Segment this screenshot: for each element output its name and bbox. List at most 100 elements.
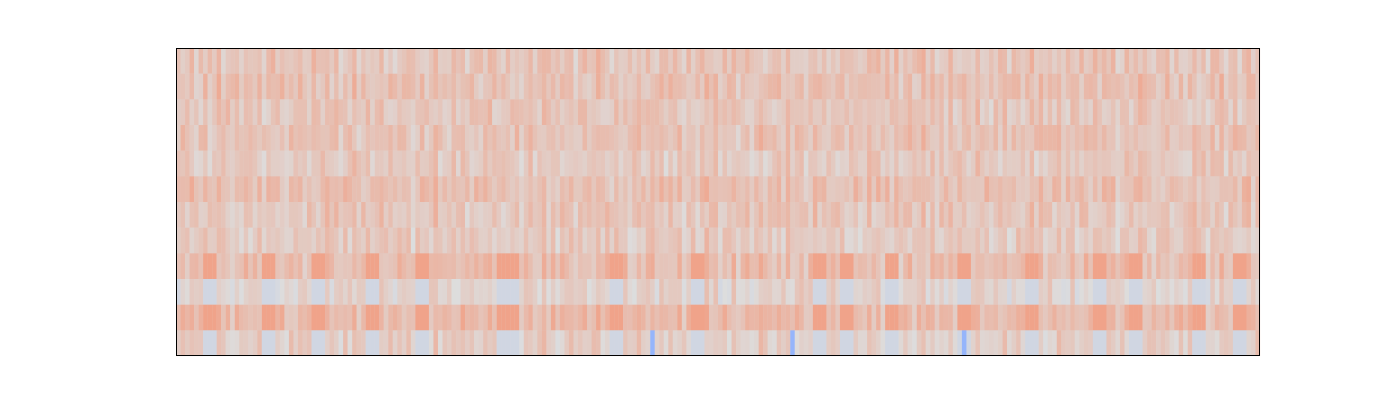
heatmap-cell xyxy=(343,304,348,331)
heatmap-cell xyxy=(316,279,321,305)
heatmap-cell xyxy=(826,99,831,126)
heatmap-cell xyxy=(641,253,646,280)
heatmap-cell xyxy=(966,279,972,305)
heatmap-cell xyxy=(577,48,583,74)
heatmap-cell xyxy=(1052,150,1057,177)
heatmap-cell xyxy=(451,73,457,100)
heatmap-cell xyxy=(474,125,479,151)
heatmap-cell xyxy=(826,279,831,305)
heatmap-cell xyxy=(392,202,398,228)
heatmap-cell xyxy=(636,48,642,74)
heatmap-cell xyxy=(1052,330,1057,357)
heatmap-cell xyxy=(1061,304,1066,331)
heatmap-cell xyxy=(848,279,854,305)
heatmap-cell xyxy=(365,253,371,280)
heatmap-cell xyxy=(397,253,402,280)
heatmap-cell xyxy=(176,150,181,177)
heatmap-cell xyxy=(487,279,493,305)
heatmap-cell xyxy=(1025,125,1030,151)
heatmap-cell xyxy=(993,176,999,203)
heatmap-cell xyxy=(858,99,863,126)
heatmap-cell xyxy=(587,253,592,280)
heatmap-cell xyxy=(1101,279,1107,305)
heatmap-cell xyxy=(903,176,908,203)
heatmap-cell xyxy=(284,73,289,100)
heatmap-cell xyxy=(505,48,511,74)
heatmap-cell xyxy=(1092,176,1098,203)
heatmap-cell xyxy=(672,176,678,203)
heatmap-cell xyxy=(510,48,515,74)
heatmap-cell xyxy=(221,253,226,280)
heatmap-cell xyxy=(1115,99,1121,126)
heatmap-cell xyxy=(388,73,393,100)
heatmap-cell xyxy=(659,99,664,126)
heatmap-cell xyxy=(830,253,836,280)
heatmap-cell xyxy=(867,279,872,305)
heatmap-cell xyxy=(537,176,542,203)
heatmap-cell xyxy=(618,73,624,100)
heatmap-cell xyxy=(1241,330,1247,357)
heatmap-cell xyxy=(392,48,398,74)
heatmap-cell xyxy=(1210,176,1215,203)
heatmap-cell xyxy=(293,279,299,305)
heatmap-cell xyxy=(907,176,913,203)
heatmap-cell xyxy=(406,99,411,126)
heatmap-cell xyxy=(352,304,357,331)
heatmap-cell xyxy=(975,73,981,100)
heatmap-cell xyxy=(952,150,958,177)
heatmap-cell xyxy=(943,202,949,228)
heatmap-cell xyxy=(1097,150,1102,177)
heatmap-cell xyxy=(248,176,253,203)
heatmap-cell xyxy=(817,253,822,280)
heatmap-cell xyxy=(1065,330,1071,357)
heatmap-cell xyxy=(817,279,822,305)
heatmap-cell xyxy=(681,73,687,100)
heatmap-cell xyxy=(528,48,533,74)
heatmap-cell xyxy=(839,253,845,280)
heatmap-cell xyxy=(370,304,375,331)
heatmap-cell xyxy=(1007,202,1012,228)
heatmap-cell xyxy=(614,227,619,254)
heatmap-cell xyxy=(979,48,985,74)
heatmap-cell xyxy=(514,125,520,151)
heatmap-cell xyxy=(577,304,583,331)
heatmap-cell xyxy=(1061,73,1066,100)
heatmap-cell xyxy=(876,202,881,228)
heatmap-cell xyxy=(415,227,420,254)
heatmap-cell xyxy=(930,99,935,126)
heatmap-cell xyxy=(650,99,655,126)
heatmap-cell xyxy=(374,125,380,151)
heatmap-cell xyxy=(1183,253,1188,280)
heatmap-cell xyxy=(808,176,813,203)
heatmap-cell xyxy=(736,73,741,100)
heatmap-cell xyxy=(270,202,276,228)
heatmap-cell xyxy=(943,150,949,177)
heatmap-cell xyxy=(790,279,795,305)
heatmap-cell xyxy=(1110,150,1116,177)
heatmap-cell xyxy=(718,125,723,151)
heatmap-cell xyxy=(803,48,809,74)
heatmap-cell xyxy=(898,125,904,151)
heatmap-cell xyxy=(225,253,231,280)
heatmap-cell xyxy=(388,279,393,305)
heatmap-cell xyxy=(885,48,890,74)
heatmap-cell xyxy=(970,202,976,228)
heatmap-cell xyxy=(677,176,682,203)
heatmap-cell xyxy=(1232,330,1238,357)
heatmap-cell xyxy=(582,176,588,203)
heatmap-cell xyxy=(618,99,624,126)
heatmap-cell xyxy=(916,304,922,331)
heatmap-cell xyxy=(505,176,511,203)
heatmap-cell xyxy=(225,176,231,203)
heatmap-cell xyxy=(505,99,511,126)
heatmap-cell xyxy=(288,48,294,74)
heatmap-cell xyxy=(1205,253,1211,280)
heatmap-cell xyxy=(361,304,366,331)
heatmap-cell xyxy=(284,279,289,305)
heatmap-cell xyxy=(1192,48,1197,74)
heatmap-cell xyxy=(1070,227,1075,254)
heatmap-cell xyxy=(636,73,642,100)
heatmap-cell xyxy=(361,99,366,126)
heatmap-cell xyxy=(821,330,827,357)
heatmap-cell xyxy=(1138,73,1143,100)
